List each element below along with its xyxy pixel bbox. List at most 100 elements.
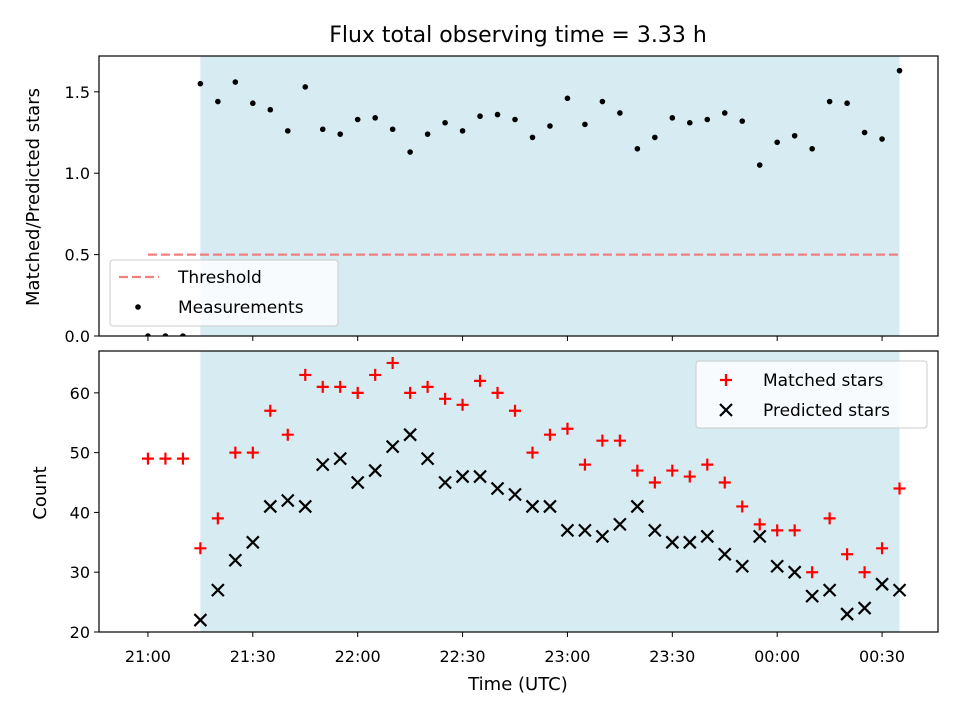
x-tick-label: 21:00	[125, 647, 171, 666]
top-series0-point	[756, 162, 763, 168]
top-series0-point	[564, 95, 571, 102]
bottom-series0-point	[823, 512, 836, 525]
bottom-series0-point	[701, 458, 714, 471]
bottom-series0-point	[334, 380, 347, 393]
bottom-series0-point	[543, 428, 556, 441]
legend-box	[695, 360, 928, 429]
bottom-series0-point	[893, 482, 906, 495]
top-series0-point	[319, 126, 326, 133]
top-series0-point	[337, 131, 344, 137]
top-series0-point	[879, 136, 885, 142]
top-y-tick-label: 0.5	[65, 246, 90, 265]
top-series0-point	[809, 145, 815, 152]
x-tick-label: 00:30	[859, 647, 905, 666]
top-series0-point	[721, 110, 728, 116]
bottom-series1-point	[315, 457, 330, 472]
bottom-series0-point	[753, 518, 766, 531]
bottom-series0-point	[771, 524, 784, 537]
x-tick-label: 22:00	[335, 647, 381, 666]
bottom-series0-point	[229, 446, 242, 459]
top-series0-point	[599, 98, 606, 105]
bottom-series0-point	[491, 386, 504, 399]
bottom-data	[141, 356, 907, 627]
bottom-series0-point	[386, 356, 399, 369]
bottom-series1-point	[648, 523, 662, 538]
top-legend: Threshold Measurements	[109, 259, 339, 327]
top-y-axis-label: Matched/Predicted stars	[23, 88, 44, 306]
bottom-series0-point	[736, 500, 749, 513]
bottom-series0-point	[176, 452, 189, 465]
top-series0-point	[284, 128, 291, 134]
top-series0-point	[529, 134, 536, 141]
legend-measurements-swatch	[135, 304, 141, 310]
top-frame	[98, 55, 939, 337]
bottom-series1-point	[473, 469, 487, 484]
bottom-series1-point	[298, 499, 313, 514]
top-series0-point	[389, 126, 396, 133]
top-series0-point	[739, 118, 746, 124]
bottom-series1-point	[263, 499, 278, 514]
top-series0-point	[634, 145, 641, 152]
top-series0-point	[494, 111, 501, 118]
bottom-series1-point	[508, 487, 522, 502]
bottom-series1-point	[805, 589, 819, 603]
top-series0-point	[704, 116, 711, 123]
bottom-series0-point	[159, 452, 172, 465]
legend-threshold-label: Threshold	[177, 268, 262, 288]
top-series0-point	[669, 115, 676, 121]
top-panel: 0.0 0.5 1.0 1.5 Threshold Measurements	[65, 55, 939, 346]
bottom-series0-point	[421, 380, 434, 393]
bottom-series1-point	[490, 481, 505, 496]
bottom-series1-point	[875, 577, 889, 591]
bottom-series1-point	[735, 559, 750, 574]
bottom-series0-point	[141, 452, 154, 465]
top-series0-point	[582, 121, 588, 128]
bottom-series0-point	[194, 542, 207, 555]
bottom-series0-point	[211, 512, 224, 525]
top-series0-point	[442, 119, 448, 126]
bottom-y-tick-label: 20	[70, 623, 90, 642]
bottom-series1-point	[683, 535, 697, 550]
bottom-series0-point	[683, 470, 696, 483]
bottom-series1-point	[840, 607, 854, 621]
bottom-series0-point	[316, 380, 329, 393]
top-series0-point	[267, 106, 274, 113]
bottom-series0-point	[648, 476, 661, 489]
top-series0-point	[372, 115, 378, 121]
bottom-series1-point	[280, 493, 295, 508]
top-data	[145, 67, 903, 336]
legend-measurements-label: Measurements	[178, 298, 304, 318]
bottom-series0-point	[526, 446, 539, 459]
bottom-series0-point	[474, 374, 487, 387]
bottom-series1-point	[787, 565, 802, 579]
bottom-series1-point	[543, 499, 557, 514]
bottom-series1-point	[333, 451, 347, 466]
bottom-y-axis-label: Count	[30, 466, 51, 519]
bottom-y-tick-label: 60	[70, 384, 90, 403]
top-series0-point	[774, 139, 780, 146]
bottom-series1-point	[438, 475, 452, 490]
bottom-series1-point	[717, 547, 732, 562]
top-series0-point	[791, 132, 798, 139]
top-series0-point	[250, 100, 256, 107]
bottom-series1-point	[578, 523, 592, 538]
bottom-series0-point	[806, 566, 819, 579]
top-series0-point	[424, 131, 431, 137]
legend-predicted-label: Predicted stars	[763, 401, 890, 421]
bottom-series1-point	[630, 499, 645, 514]
bottom-series0-point	[876, 542, 889, 555]
bottom-series1-point	[211, 583, 225, 597]
x-tick-label: 23:00	[544, 647, 590, 666]
top-series0-point	[354, 116, 361, 123]
bottom-y-tick-label: 40	[70, 503, 90, 522]
legend-box	[109, 259, 339, 327]
bottom-series1-point	[892, 583, 907, 597]
bottom-series0-point	[596, 434, 609, 447]
bottom-series1-point	[525, 499, 540, 514]
bottom-series1-point	[595, 529, 610, 544]
chart-title: Flux total observing time = 3.33 h	[329, 23, 707, 48]
top-series0-point	[617, 110, 623, 116]
bottom-series1-point	[193, 613, 208, 627]
top-series0-point	[302, 84, 309, 90]
